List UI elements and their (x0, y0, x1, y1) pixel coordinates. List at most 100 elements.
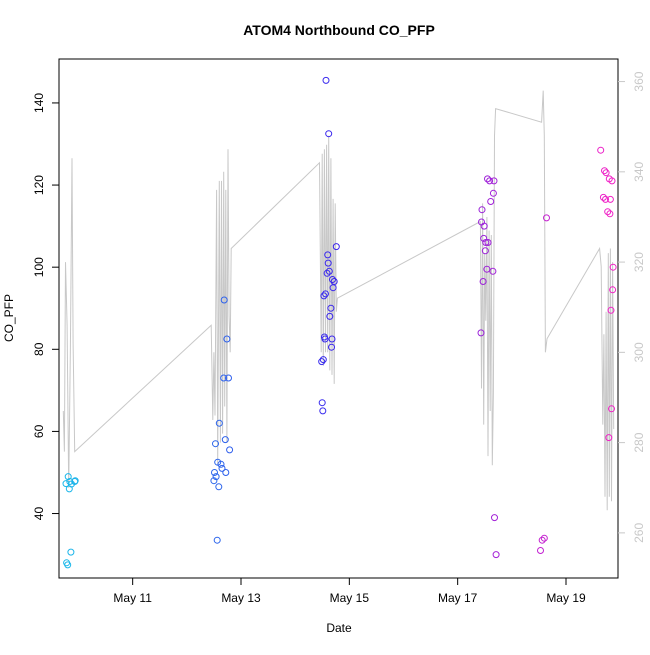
data-point (319, 407, 327, 415)
data-point (490, 177, 498, 185)
data-point (609, 263, 617, 271)
x-tick-label: May 19 (546, 591, 586, 605)
data-point (217, 460, 225, 468)
data-point (608, 405, 615, 413)
data-point (218, 464, 226, 472)
y-tick-label: 140 (32, 93, 46, 113)
data-point (215, 483, 223, 491)
y2-tick-label: 260 (632, 523, 646, 543)
data-point (324, 259, 332, 267)
plot-frame (58, 58, 619, 579)
data-point (480, 222, 488, 230)
axes-layer: May 11 May 13 May 15 May 17 May 19 40 60 80 100 1… (32, 58, 646, 605)
scatter-points-layer (62, 76, 617, 569)
data-point (325, 130, 333, 138)
data-point (318, 358, 326, 366)
y2-tick-label: 320 (632, 252, 646, 272)
data-point (602, 169, 610, 177)
data-point (322, 290, 329, 298)
data-point (599, 193, 607, 201)
data-point (597, 146, 605, 154)
data-point (220, 374, 228, 382)
data-point (478, 206, 486, 214)
data-point (538, 536, 546, 544)
data-point (220, 296, 228, 304)
x-tick-label: May 15 (330, 591, 370, 605)
data-point (215, 419, 223, 427)
data-point (484, 175, 491, 183)
y2-tick-label: 340 (632, 161, 646, 181)
data-point (604, 208, 612, 216)
secondary-trace-layer (62, 90, 615, 511)
data-point (327, 304, 335, 312)
data-point (221, 436, 229, 444)
data-point (226, 446, 234, 454)
y2-tick-label: 360 (632, 71, 646, 91)
y2-tick-label: 300 (632, 342, 646, 362)
data-point (332, 243, 340, 251)
y-tick-label: 80 (32, 342, 46, 356)
data-point (481, 247, 489, 255)
data-point (328, 335, 336, 343)
x-tick-label: May 17 (438, 591, 478, 605)
x-axis-label: Date (326, 621, 352, 635)
data-point (489, 267, 497, 275)
data-point (210, 477, 218, 485)
data-point (540, 534, 548, 542)
data-point (330, 278, 338, 285)
data-point (212, 473, 220, 481)
data-point (321, 335, 329, 343)
x-tick-label: May 13 (221, 591, 261, 605)
data-point (606, 195, 614, 203)
data-point (477, 329, 485, 337)
data-point (325, 267, 333, 275)
data-point (67, 548, 75, 556)
data-point (479, 278, 487, 285)
data-point (491, 514, 498, 522)
data-point (480, 234, 488, 242)
data-point (486, 177, 494, 185)
data-point (213, 536, 221, 544)
data-point (322, 76, 330, 84)
data-point (319, 356, 327, 364)
data-point (608, 177, 616, 185)
data-point (492, 551, 500, 559)
data-point (222, 469, 230, 476)
data-point (601, 167, 608, 175)
data-point (64, 473, 72, 481)
data-point (607, 306, 615, 314)
data-point (543, 214, 550, 222)
y-axis-label: CO_PFP (2, 294, 16, 342)
y-tick-label: 40 (32, 507, 46, 521)
x-tick-label: May 11 (113, 591, 152, 605)
data-point (223, 335, 231, 343)
data-point (323, 269, 331, 277)
y-tick-label: 100 (32, 257, 46, 277)
data-point (329, 276, 336, 283)
y2-tick-label: 280 (632, 432, 646, 452)
data-point (320, 292, 328, 300)
data-point (605, 434, 613, 442)
y-tick-label: 60 (32, 424, 46, 438)
data-point (324, 251, 332, 259)
data-point (225, 374, 232, 382)
secondary-series-line (62, 90, 615, 511)
y-tick-label: 120 (32, 175, 46, 195)
data-point (602, 195, 609, 203)
data-point (487, 198, 495, 205)
data-point (537, 547, 544, 554)
data-point (212, 440, 219, 448)
chart-title: ATOM4 Northbound CO_PFP (243, 22, 435, 38)
data-point (328, 343, 335, 351)
data-point (606, 210, 614, 218)
data-point (483, 265, 491, 273)
data-point (211, 469, 218, 476)
data-point (64, 561, 72, 569)
data-point (484, 239, 492, 246)
data-point (489, 189, 497, 197)
data-point (609, 286, 617, 294)
data-point (71, 477, 79, 485)
data-point (326, 312, 334, 320)
